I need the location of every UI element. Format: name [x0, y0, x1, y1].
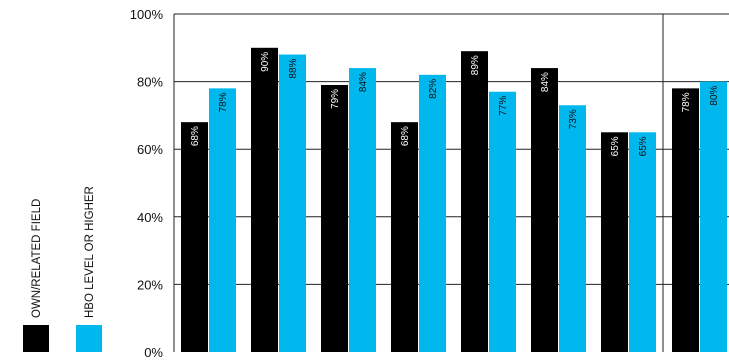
bar [629, 132, 656, 352]
bar-data-label: 68% [190, 126, 201, 146]
bar [531, 68, 558, 352]
bar [489, 91, 516, 353]
y-axis-tick-labels: 0% 20% 40% 60% 80% 100% [130, 7, 164, 360]
bar [700, 81, 727, 352]
bar-data-label: 65% [610, 136, 621, 156]
y-tick-label: 40% [137, 210, 163, 225]
bar-data-label: 89% [470, 55, 481, 75]
bar-data-label: 78% [681, 92, 692, 112]
legend-label: OWN/RELATED FIELD [31, 199, 43, 318]
bar-data-label: 65% [638, 136, 649, 156]
bar-data-label: 84% [540, 72, 551, 92]
bar-data-label: 90% [260, 52, 271, 72]
bar-data-label: 73% [568, 109, 579, 129]
bar [419, 74, 446, 352]
bar [181, 122, 208, 352]
y-tick-label: 60% [137, 142, 163, 157]
bars [181, 47, 727, 353]
bar [391, 122, 418, 352]
data-labels: 68% 90% 79% 68% 89% 84% 65% 78% 78% 88% 84% 82% 77% 7… [190, 52, 720, 157]
bar [461, 51, 488, 353]
bar-data-label: 82% [428, 79, 439, 99]
bar [672, 88, 699, 353]
bar-data-label: 78% [218, 92, 229, 112]
bar-data-label: 88% [288, 58, 299, 78]
legend-swatch [23, 325, 49, 352]
bar [349, 68, 376, 352]
bar [601, 132, 628, 352]
y-tick-label: 0% [144, 345, 163, 360]
bar-data-label: 79% [330, 89, 341, 109]
bar [209, 88, 236, 353]
legend-swatch [76, 325, 102, 352]
bar [559, 105, 586, 352]
bar-data-label: 77% [498, 96, 509, 116]
y-tick-label: 80% [137, 75, 163, 90]
legend: OWN/RELATED FIELD HBO LEVEL OR HIGHER [23, 186, 102, 352]
bar-data-label: 80% [709, 85, 720, 105]
y-tick-label: 100% [130, 7, 164, 22]
bar-data-label: 68% [400, 126, 411, 146]
bar-data-label: 84% [358, 72, 369, 92]
bar [251, 47, 278, 353]
bar [279, 54, 306, 353]
legend-label: HBO LEVEL OR HIGHER [84, 186, 96, 318]
y-tick-label: 20% [137, 277, 163, 292]
bar [321, 84, 348, 352]
plot-frame [173, 13, 729, 352]
